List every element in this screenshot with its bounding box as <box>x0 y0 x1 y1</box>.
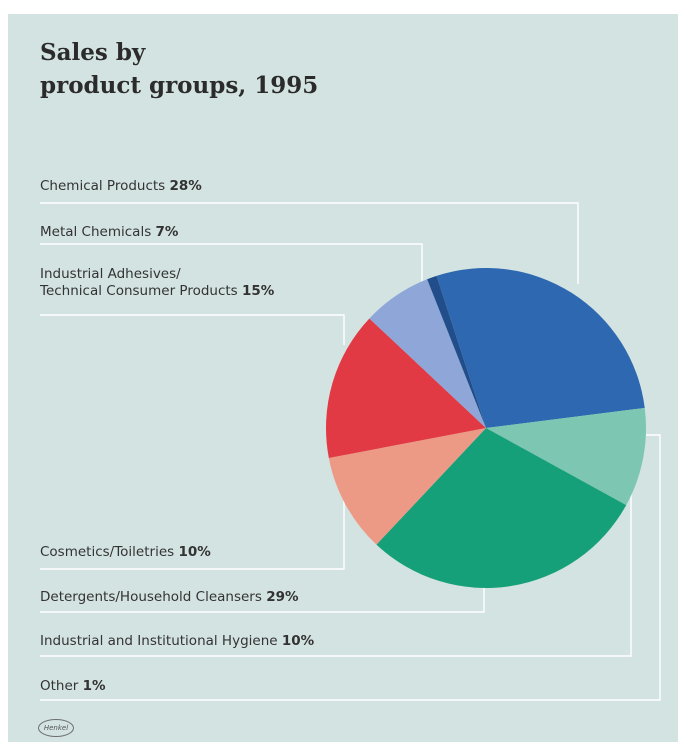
pie-slice-metal-chemicals <box>369 279 486 428</box>
legend-text: Cosmetics/Toiletries <box>40 544 175 560</box>
leader-line <box>40 314 345 345</box>
legend-label-detergents: Detergents/Household Cleansers 29% <box>40 589 299 606</box>
chart-title-line-1: Sales by <box>40 39 146 66</box>
leader-line <box>40 436 632 657</box>
pie-slice-cosmetics-toiletries <box>328 428 486 545</box>
pie-slice-industrial-and-institutional-hygiene <box>486 407 647 506</box>
leader-line <box>40 588 485 613</box>
leader-line <box>40 434 661 701</box>
legend-label-metal-chemicals: Metal Chemicals 7% <box>40 224 178 241</box>
legend-text: Metal Chemicals <box>40 224 152 240</box>
legend-label-industrial-hygiene: Industrial and Institutional Hygiene 10% <box>40 633 314 650</box>
legend-text: Chemical Products <box>40 178 166 194</box>
leader-line <box>40 500 345 570</box>
chart-title-line-2: product groups, 1995 <box>40 72 319 99</box>
legend-percent: 7% <box>155 224 179 240</box>
henkel-logo: Henkel <box>38 719 74 737</box>
legend-percent: 10% <box>178 544 211 560</box>
legend-percent: 15% <box>242 283 275 299</box>
pie-slice-chemical-products <box>436 267 645 428</box>
leader-line <box>40 243 423 282</box>
legend-text-line-1: Industrial Adhesives/ <box>40 266 181 282</box>
leader-line <box>40 202 579 284</box>
pie-slices <box>325 267 647 588</box>
pie-slice-industrial-adhesives-technical-consumer-products <box>325 318 486 458</box>
legend-percent: 1% <box>82 678 106 694</box>
legend-label-other: Other 1% <box>40 678 106 695</box>
pie-slice-detergents-household-cleansers <box>376 428 627 588</box>
legend-text: Other <box>40 678 79 694</box>
legend-label-industrial-adhesives: Industrial Adhesives/ Technical Consumer… <box>40 266 274 300</box>
legend-label-cosmetics-toiletries: Cosmetics/Toiletries 10% <box>40 544 211 561</box>
legend-percent: 10% <box>281 633 315 649</box>
legend-text: Detergents/Household Cleansers <box>40 589 262 605</box>
chart-title: Sales by product groups, 1995 <box>40 36 420 102</box>
legend-percent: 28% <box>169 178 202 194</box>
pie-slice-other <box>427 275 486 428</box>
legend-text: Industrial and Institutional Hygiene <box>40 633 278 649</box>
legend-label-chemical-products: Chemical Products 28% <box>40 178 202 195</box>
legend-text-line-2: Technical Consumer Products <box>40 283 238 299</box>
leader-lines <box>40 202 661 701</box>
legend-percent: 29% <box>266 589 299 605</box>
